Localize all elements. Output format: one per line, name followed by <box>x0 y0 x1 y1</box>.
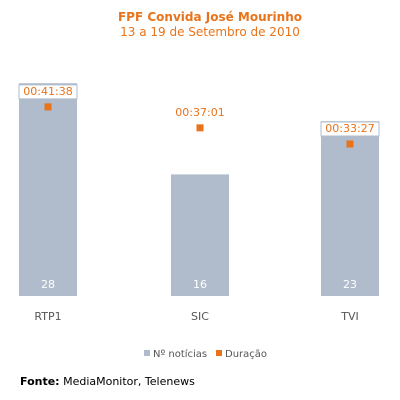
bar-sic <box>171 174 229 296</box>
bar-value-label-rtp1: 28 <box>41 278 55 291</box>
bar-rtp1 <box>19 83 77 296</box>
legend: Nº notícias Duração <box>144 348 267 360</box>
chart-subtitle: 13 a 19 de Setembro de 2010 <box>120 25 300 39</box>
source-text: MediaMonitor, Telenews <box>59 375 195 388</box>
legend-label-news: Nº notícias <box>153 348 207 360</box>
duration-marker-sic <box>196 124 204 132</box>
duration-label-box-rtp1 <box>18 84 78 100</box>
duration-label-tvi: 00:33:27 <box>325 122 374 135</box>
duration-marker-tvi <box>346 140 354 148</box>
source-note: Fonte: MediaMonitor, Telenews <box>20 375 195 388</box>
duration-marker-rtp1 <box>44 103 52 111</box>
duration-label-rtp1: 00:41:38 <box>23 85 72 98</box>
duration-label-box-tvi <box>320 121 380 137</box>
bar-tvi <box>321 121 379 296</box>
bar-value-label-sic: 16 <box>193 278 207 291</box>
markers-layer: 00:41:38 00:37:01 00:33:27 <box>18 84 380 148</box>
source-label: Fonte: <box>20 375 60 388</box>
legend-label-duration: Duração <box>225 349 267 360</box>
legend-swatch-news <box>144 350 150 356</box>
category-label-tvi: TVI <box>340 310 359 323</box>
duration-label-sic: 00:37:01 <box>175 106 224 119</box>
legend-swatch-duration <box>216 350 222 356</box>
bar-value-label-tvi: 23 <box>343 278 357 291</box>
category-label-sic: SIC <box>191 310 209 323</box>
chart-title: FPF Convida José Mourinho <box>118 10 302 24</box>
bars-layer: 28 16 23 <box>19 83 379 296</box>
category-axis: RTP1 SIC TVI <box>34 310 358 323</box>
category-label-rtp1: RTP1 <box>34 310 61 323</box>
